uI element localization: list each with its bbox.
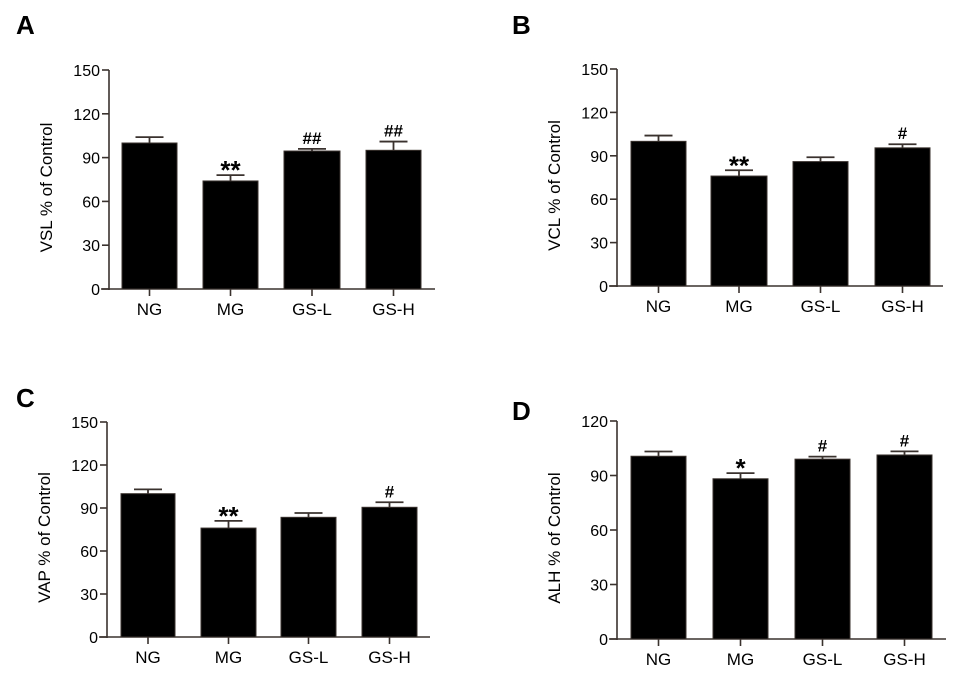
bar-gs-h bbox=[361, 506, 418, 638]
x-tick-label: GS-L bbox=[292, 300, 332, 319]
x-tick-label: NG bbox=[137, 300, 163, 319]
bar-gs-h bbox=[876, 454, 933, 640]
y-axis-label: VAP % of Control bbox=[35, 472, 54, 603]
y-axis-label: VSL % of Control bbox=[37, 123, 56, 253]
panel-letter: D bbox=[512, 396, 531, 426]
significance-marker: # bbox=[898, 124, 908, 143]
y-tick-label: 60 bbox=[80, 544, 98, 561]
x-tick-label: MG bbox=[727, 650, 754, 669]
bar-gs-l bbox=[792, 161, 849, 287]
x-tick-label: GS-H bbox=[883, 650, 926, 669]
x-tick-label: GS-H bbox=[881, 297, 924, 316]
y-tick-label: 120 bbox=[581, 414, 608, 431]
y-tick-label: 150 bbox=[71, 415, 98, 432]
x-tick-label: GS-H bbox=[368, 648, 411, 667]
y-tick-label: 90 bbox=[82, 151, 100, 168]
y-tick-label: 0 bbox=[91, 282, 100, 299]
bar-mg bbox=[202, 180, 259, 290]
y-tick-label: 120 bbox=[73, 107, 100, 124]
significance-marker: ## bbox=[384, 122, 403, 141]
y-tick-label: 0 bbox=[89, 630, 98, 647]
significance-marker: # bbox=[385, 482, 395, 501]
bar-mg bbox=[712, 478, 769, 640]
y-tick-label: 0 bbox=[599, 632, 608, 649]
x-tick-label: GS-L bbox=[289, 648, 329, 667]
y-tick-label: 0 bbox=[599, 279, 608, 296]
y-axis-label: VCL % of Control bbox=[545, 120, 564, 251]
y-tick-label: 30 bbox=[80, 587, 98, 604]
y-tick-label: 90 bbox=[590, 469, 608, 486]
x-tick-label: GS-L bbox=[803, 650, 843, 669]
y-tick-label: 30 bbox=[590, 578, 608, 595]
y-tick-label: 30 bbox=[590, 236, 608, 253]
bar-mg bbox=[710, 175, 768, 287]
y-tick-label: 30 bbox=[82, 238, 100, 255]
bar-ng bbox=[120, 493, 176, 638]
panel-letter: A bbox=[16, 10, 35, 40]
y-tick-label: 60 bbox=[82, 194, 100, 211]
x-tick-label: MG bbox=[725, 297, 752, 316]
panel-letter: B bbox=[512, 10, 531, 40]
bar-gs-l bbox=[280, 516, 337, 638]
y-tick-label: 60 bbox=[590, 523, 608, 540]
bar-gs-l bbox=[794, 458, 851, 640]
x-tick-label: MG bbox=[217, 300, 244, 319]
bar-ng bbox=[630, 140, 687, 287]
y-tick-label: 120 bbox=[71, 458, 98, 475]
y-tick-label: 150 bbox=[581, 62, 608, 79]
significance-marker: ** bbox=[729, 150, 750, 180]
y-tick-label: 90 bbox=[80, 501, 98, 518]
bar-ng bbox=[630, 455, 687, 640]
y-tick-label: 60 bbox=[590, 192, 608, 209]
significance-marker: ** bbox=[218, 501, 239, 531]
x-tick-label: NG bbox=[646, 297, 672, 316]
bar-ng bbox=[121, 142, 178, 290]
x-tick-label: MG bbox=[215, 648, 242, 667]
bar-gs-l bbox=[283, 150, 341, 290]
x-tick-label: GS-L bbox=[801, 297, 841, 316]
significance-marker: # bbox=[818, 437, 828, 456]
x-tick-label: NG bbox=[135, 648, 161, 667]
x-tick-label: NG bbox=[646, 650, 672, 669]
panel-letter: C bbox=[16, 383, 35, 413]
y-axis-label: ALH % of Control bbox=[545, 472, 564, 603]
y-tick-label: 90 bbox=[590, 149, 608, 166]
y-tick-label: 150 bbox=[73, 63, 100, 80]
bar-mg bbox=[200, 527, 257, 638]
significance-marker: # bbox=[900, 431, 910, 450]
bar-gs-h bbox=[365, 149, 422, 290]
significance-marker: * bbox=[735, 453, 746, 483]
bar-gs-h bbox=[874, 147, 931, 287]
y-tick-label: 120 bbox=[581, 105, 608, 122]
significance-marker: ** bbox=[220, 155, 241, 185]
x-tick-label: GS-H bbox=[372, 300, 415, 319]
significance-marker: ## bbox=[303, 129, 322, 148]
